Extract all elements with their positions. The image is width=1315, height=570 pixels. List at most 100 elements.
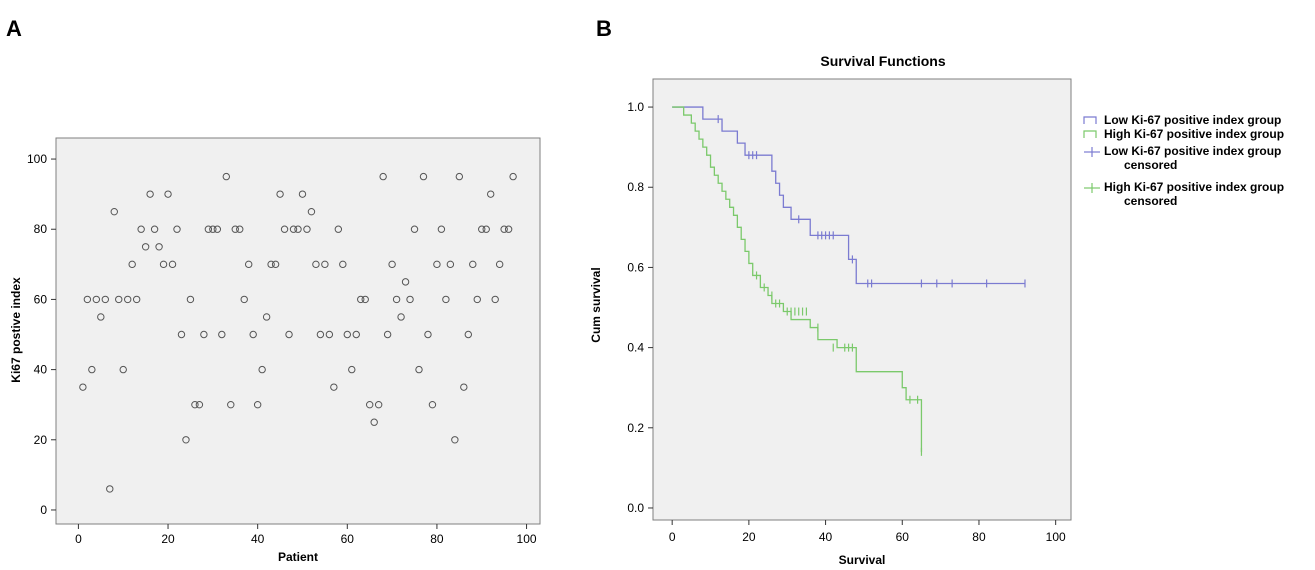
panel-a-x-tick-label: 20 xyxy=(161,532,175,546)
scatter-point xyxy=(240,295,248,304)
panel-a-y-tick-label: 20 xyxy=(34,433,48,447)
panel-a-points xyxy=(79,172,517,493)
scatter-point xyxy=(491,295,499,304)
panel-a-ticks: 0 20 40 60 80 100 0 20 40 60 80 100 xyxy=(27,152,537,546)
panel-a-x-axis-title: Patient xyxy=(278,550,318,564)
scatter-point xyxy=(495,260,504,269)
scatter-point xyxy=(473,295,481,304)
scatter-point xyxy=(316,330,325,339)
scatter-point xyxy=(482,225,490,233)
scatter-point xyxy=(200,330,208,339)
scatter-point xyxy=(83,295,92,304)
scatter-point xyxy=(388,260,396,269)
panel-a-y-tick-label: 40 xyxy=(34,363,48,377)
scatter-point xyxy=(236,225,244,233)
panel-a-x-tick-label: 40 xyxy=(251,532,265,546)
scatter-point xyxy=(410,225,419,233)
scatter-point xyxy=(428,400,437,409)
scatter-point xyxy=(88,365,96,374)
scatter-point xyxy=(137,225,145,233)
panel-a-x-tick-label: 100 xyxy=(517,532,537,546)
scatter-point xyxy=(249,330,257,339)
panel-a-y-tick-label: 100 xyxy=(27,152,47,166)
scatter-point xyxy=(253,400,262,409)
panel-b-y-tick-label: 0.0 xyxy=(627,501,644,515)
legend-label: Low Ki-67 positive index group xyxy=(1104,144,1281,158)
scatter-point xyxy=(150,225,159,233)
panel-b-legend: Low Ki-67 positive index group High Ki-67… xyxy=(1083,113,1284,208)
scatter-point xyxy=(343,330,351,339)
scatter-point xyxy=(262,313,271,321)
scatter-point xyxy=(361,295,369,304)
scatter-point xyxy=(101,295,109,304)
scatter-point xyxy=(366,400,374,409)
scatter-point xyxy=(294,225,302,233)
panel-a-y-tick-label: 80 xyxy=(34,222,48,236)
panel-a-letter: A xyxy=(6,16,22,41)
scatter-point xyxy=(348,365,356,374)
scatter-point xyxy=(406,295,414,304)
scatter-point xyxy=(424,330,432,339)
scatter-point xyxy=(191,400,199,409)
scatter-point xyxy=(285,330,293,339)
scatter-point xyxy=(451,436,459,444)
scatter-point xyxy=(500,225,508,233)
legend-label-censored: censored xyxy=(1124,194,1177,208)
scatter-point xyxy=(115,295,123,304)
panel-b-title: Survival Functions xyxy=(820,53,945,69)
scatter-point xyxy=(124,295,132,304)
scatter-point xyxy=(298,190,307,198)
scatter-point xyxy=(397,313,405,321)
legend-swatch xyxy=(1083,116,1097,124)
scatter-point xyxy=(433,260,441,269)
scatter-point xyxy=(276,190,284,198)
legend-label: High Ki-67 positive index group xyxy=(1104,127,1284,141)
legend-label-censored: censored xyxy=(1124,158,1177,172)
scatter-point xyxy=(303,225,311,233)
scatter-point xyxy=(119,365,127,374)
panel-b-y-axis-title: Cum survival xyxy=(589,267,603,342)
scatter-point xyxy=(186,295,195,304)
scatter-point xyxy=(204,225,213,233)
legend-swatch xyxy=(1083,130,1097,138)
scatter-point xyxy=(415,365,423,374)
scatter-point xyxy=(379,172,387,181)
scatter-point xyxy=(132,295,141,304)
scatter-point xyxy=(352,330,360,339)
panel-a-x-tick-label: 0 xyxy=(75,532,82,546)
scatter-point xyxy=(213,225,222,233)
panel-b-x-axis-title: Survival xyxy=(839,553,886,567)
scatter-point xyxy=(231,225,239,233)
scatter-point xyxy=(227,400,235,409)
scatter-point xyxy=(164,190,172,198)
scatter-point xyxy=(128,260,136,269)
scatter-point xyxy=(383,330,392,339)
scatter-point xyxy=(307,207,316,216)
scatter-point xyxy=(392,295,401,304)
panel-a-y-tick-label: 0 xyxy=(40,503,47,517)
scatter-point xyxy=(267,260,275,269)
scatter-point xyxy=(280,225,289,233)
scatter-point xyxy=(245,260,253,269)
scatter-point xyxy=(487,190,495,198)
scatter-point xyxy=(177,330,186,339)
panel-b-ticks: 0 20 40 60 80 100 0.0 0.2 0.4 0.6 0.8 1.0 xyxy=(627,100,1066,544)
scatter-point xyxy=(92,295,101,304)
scatter-point xyxy=(146,190,154,198)
scatter-point xyxy=(455,172,464,181)
scatter-point xyxy=(509,172,517,181)
panel-a-x-tick-label: 60 xyxy=(341,532,355,546)
scatter-point xyxy=(173,225,181,233)
scatter-point xyxy=(182,436,190,444)
legend-label: High Ki-67 positive index group xyxy=(1104,180,1284,194)
panel-b-y-tick-label: 1.0 xyxy=(627,100,644,114)
panel-b-y-tick-label: 0.6 xyxy=(627,260,644,274)
scatter-point xyxy=(339,260,347,269)
scatter-point xyxy=(504,225,513,233)
panel-b-y-tick-label: 0.2 xyxy=(627,421,644,435)
panel-a-plot-area xyxy=(55,137,541,525)
panel-b-y-tick-label: 0.8 xyxy=(627,180,644,194)
low-ki67-survival-curve xyxy=(672,106,1025,285)
scatter-point xyxy=(464,330,472,339)
